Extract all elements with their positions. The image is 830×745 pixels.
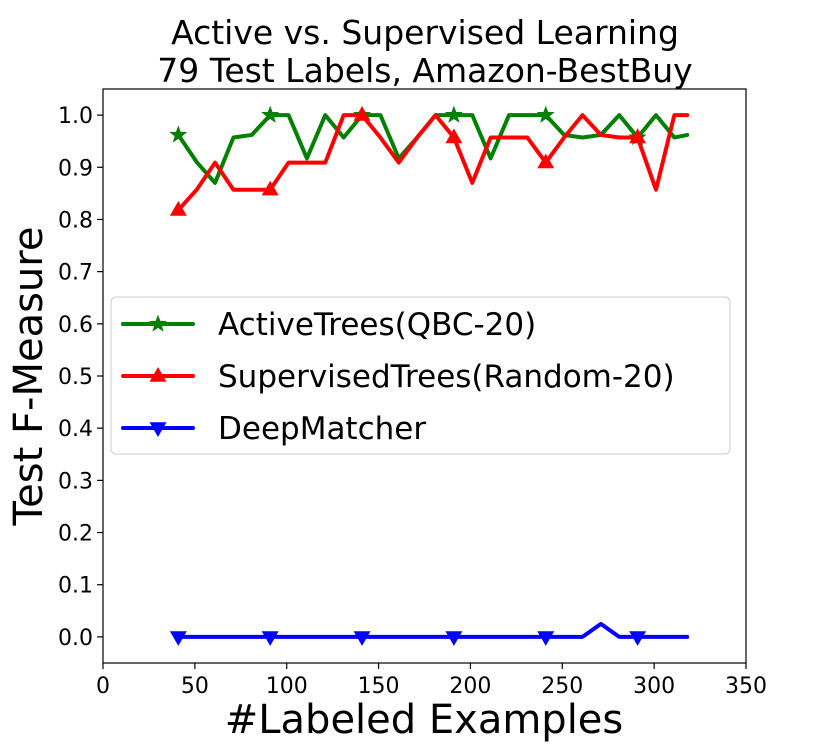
series-line-1 bbox=[176, 113, 690, 185]
y-tick-label: 0.7 bbox=[58, 261, 93, 286]
y-tick-label: 0.3 bbox=[58, 469, 93, 494]
x-tick-label: 150 bbox=[358, 674, 400, 699]
legend-swatch-marker bbox=[149, 366, 167, 382]
series-layer bbox=[169, 105, 690, 646]
legend: ActiveTrees(QBC-20) SupervisedTrees(Rando… bbox=[110, 296, 731, 455]
y-axis-label: Test F-Measure bbox=[6, 227, 52, 527]
series-line-2 bbox=[176, 113, 690, 213]
y-tick-label: 0.8 bbox=[58, 208, 93, 233]
series-2-marker bbox=[629, 128, 647, 144]
series-2-marker bbox=[445, 128, 463, 144]
y-tick-label: 0.9 bbox=[58, 156, 93, 181]
series-3-marker bbox=[169, 631, 187, 646]
series-1-marker bbox=[261, 105, 280, 123]
series-3-marker bbox=[353, 631, 371, 646]
title-line-2: 79 Test Labels, Amazon-BestBuy bbox=[157, 51, 692, 90]
legend-swatch-marker bbox=[149, 422, 167, 438]
legend-label: DeepMatcher bbox=[218, 411, 426, 447]
x-tick-label: 200 bbox=[449, 674, 491, 699]
x-axis-ticks: 0 50 100 150 200 250 300 350 bbox=[96, 663, 767, 699]
x-tick-label: 300 bbox=[633, 674, 675, 699]
legend-swatch-marker bbox=[149, 314, 167, 332]
y-tick-label: 0.1 bbox=[58, 574, 93, 599]
legend-box bbox=[110, 296, 731, 455]
series-3-marker bbox=[629, 631, 647, 646]
y-tick-label: 0.4 bbox=[58, 417, 93, 442]
y-axis-ticks: 0.0 0.1 0.2 0.3 0.4 0.5 0.6 0.7 0.8 0.9 1.0 bbox=[58, 104, 103, 651]
series-3-marker bbox=[261, 631, 279, 646]
x-axis-label: #Labeled Examples bbox=[225, 697, 624, 743]
y-tick-label: 1.0 bbox=[58, 104, 93, 129]
series-1-marker bbox=[169, 125, 188, 143]
x-tick-label: 0 bbox=[96, 674, 110, 699]
x-tick-label: 250 bbox=[541, 674, 583, 699]
series-3-marker bbox=[537, 631, 555, 646]
legend-items: ActiveTrees(QBC-20) SupervisedTrees(Rando… bbox=[121, 307, 675, 447]
legend-label: ActiveTrees(QBC-20) bbox=[218, 307, 536, 343]
x-tick-label: 100 bbox=[266, 674, 308, 699]
series-line-3 bbox=[176, 621, 690, 639]
series-3-marker bbox=[445, 631, 463, 646]
series-2-marker bbox=[353, 106, 371, 121]
chart-title: Active vs. Supervised Learning 79 Test L… bbox=[157, 13, 692, 90]
series-1-marker bbox=[536, 105, 555, 123]
y-tick-label: 0.2 bbox=[58, 522, 93, 547]
series-2-marker bbox=[169, 201, 187, 216]
series-2-marker bbox=[537, 153, 555, 169]
legend-label: SupervisedTrees(Random-20) bbox=[218, 359, 675, 395]
x-tick-label: 50 bbox=[181, 674, 209, 699]
title-line-1: Active vs. Supervised Learning bbox=[171, 13, 679, 52]
y-tick-label: 0.0 bbox=[58, 626, 93, 651]
y-tick-label: 0.6 bbox=[58, 313, 93, 338]
y-tick-label: 0.5 bbox=[58, 365, 93, 390]
x-tick-label: 350 bbox=[725, 674, 767, 699]
series-2-marker bbox=[261, 180, 279, 196]
series-1-marker bbox=[444, 105, 463, 123]
